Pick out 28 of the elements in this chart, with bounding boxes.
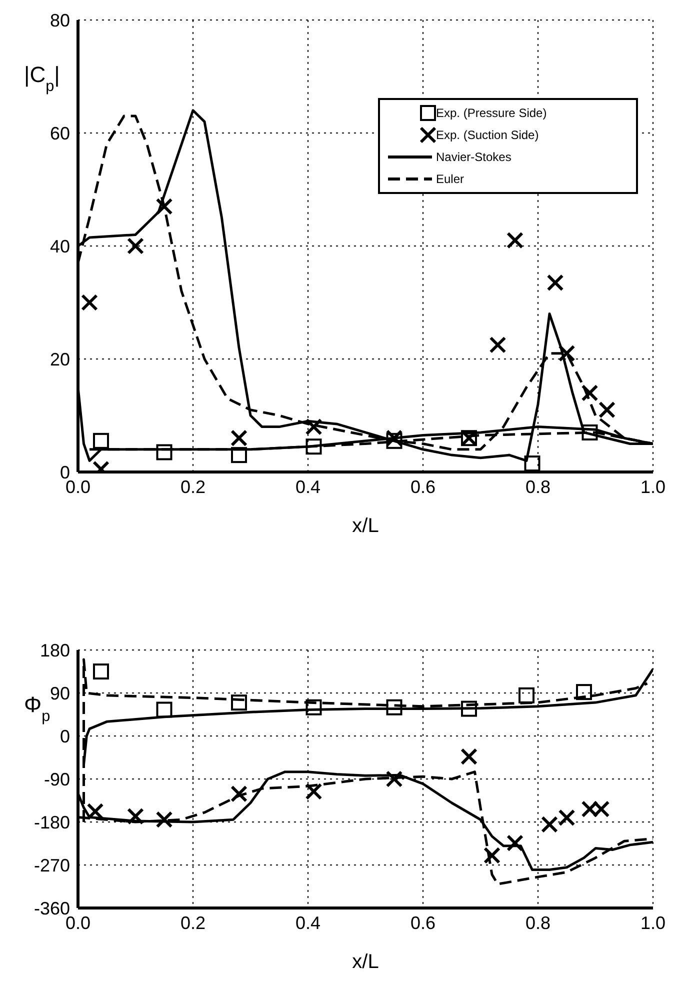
legend-label: Navier-Stokes: [436, 150, 512, 164]
y-axis-title: Φ$_{p}$: [24, 692, 50, 724]
x-tick-label: 0.6: [410, 476, 436, 497]
x-tick-label: 0.2: [180, 912, 206, 933]
y-tick-label: 60: [50, 123, 70, 144]
x-tick-label: 0.8: [525, 912, 551, 933]
x-tick-label: 1.0: [640, 476, 666, 497]
x-axis-title: x/L: [352, 951, 379, 973]
y-tick-label: -270: [34, 855, 70, 876]
y-tick-label: 80: [50, 10, 70, 30]
x-axis-title: x/L: [352, 515, 379, 537]
y-tick-label: 20: [50, 349, 70, 370]
y-tick-label: -90: [44, 769, 70, 790]
legend-label: Euler: [436, 172, 464, 186]
x-tick-label: 0.4: [295, 912, 321, 933]
legend-label: Exp. (Suction Side): [436, 128, 539, 142]
y-tick-label: 180: [40, 640, 70, 660]
y-tick-label: 40: [50, 236, 70, 256]
x-tick-label: 1.0: [640, 912, 666, 933]
legend-label: Exp. (Pressure Side): [436, 106, 547, 120]
x-tick-label: 0.2: [180, 476, 206, 497]
y-tick-label: 90: [50, 683, 70, 704]
x-tick-label: 0.8: [525, 476, 551, 497]
y-axis-title: |C$_{p}$|: [24, 62, 60, 94]
x-tick-label: 0.6: [410, 912, 436, 933]
y-tick-label: 0: [60, 726, 70, 746]
y-tick-label: -180: [34, 812, 70, 832]
x-tick-label: 0.4: [295, 476, 321, 497]
